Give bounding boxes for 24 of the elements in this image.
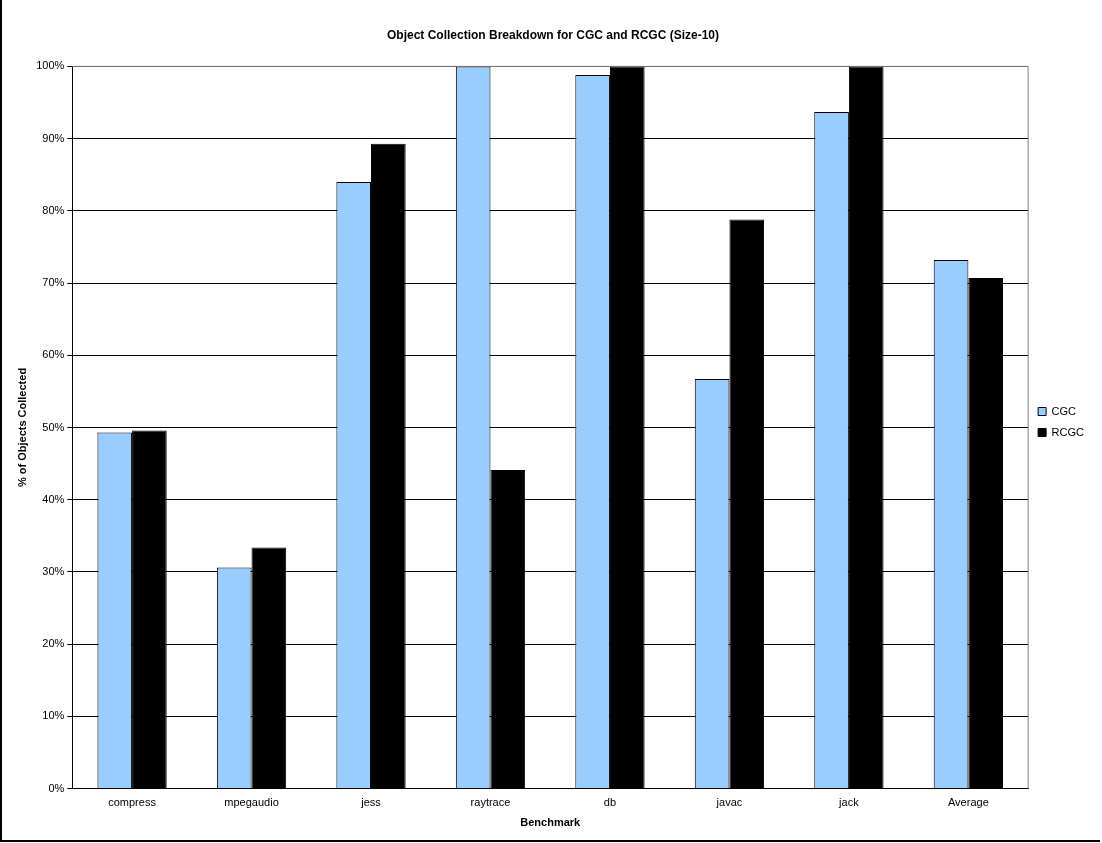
x-tick-label: compress bbox=[108, 796, 157, 809]
y-tick-label: 40% bbox=[42, 492, 65, 505]
x-tick-label: db bbox=[603, 796, 617, 809]
x-axis-title: Benchmark bbox=[520, 816, 582, 829]
legend-label: CGC bbox=[1051, 404, 1077, 417]
y-tick-label: 30% bbox=[42, 564, 65, 577]
y-tick-label: 10% bbox=[42, 709, 65, 722]
x-tick-label: Average bbox=[947, 796, 989, 809]
legend-label: RCGC bbox=[1051, 425, 1085, 438]
x-tick-label: javac bbox=[715, 796, 743, 809]
x-tick-label: raytrace bbox=[470, 796, 511, 809]
y-tick-label: 70% bbox=[42, 276, 65, 289]
x-tick-label: mpegaudio bbox=[224, 796, 279, 809]
y-tick-label: 80% bbox=[42, 203, 65, 216]
y-tick-label: 60% bbox=[42, 348, 65, 361]
y-axis-title: % of Objects Collected bbox=[15, 367, 28, 488]
chart-title: Object Collection Breakdown for CGC and RCGC (Size-10) bbox=[386, 27, 720, 42]
x-tick-label: jess bbox=[360, 796, 382, 809]
y-tick-label: 20% bbox=[42, 637, 65, 650]
y-tick-label: 50% bbox=[42, 420, 65, 433]
y-tick-label: 0% bbox=[48, 781, 65, 794]
y-tick-label: 100% bbox=[36, 59, 65, 72]
y-tick-label: 90% bbox=[42, 131, 65, 144]
x-tick-label: jack bbox=[838, 796, 860, 809]
